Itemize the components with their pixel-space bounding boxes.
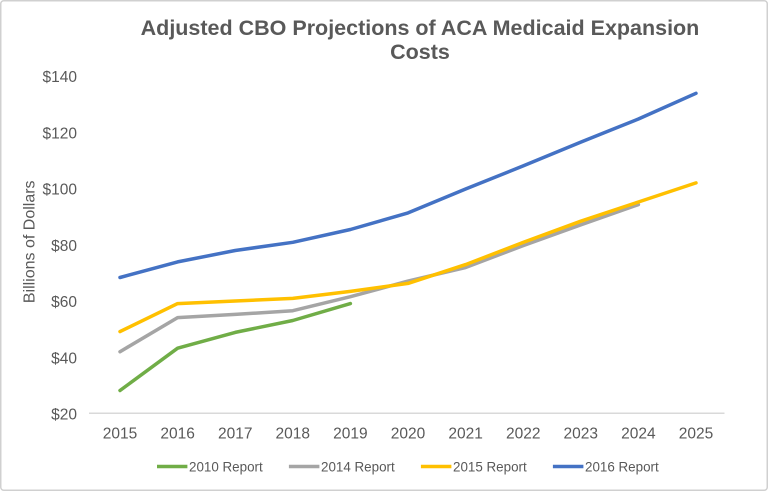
svg-text:2020: 2020 (391, 426, 426, 443)
svg-text:$40: $40 (51, 351, 77, 368)
svg-text:2016: 2016 (160, 426, 194, 443)
svg-text:Billions of Dollars: Billions of Dollars (22, 180, 39, 303)
svg-text:2019: 2019 (333, 426, 367, 443)
svg-text:2018: 2018 (276, 426, 310, 443)
svg-text:$140: $140 (43, 69, 78, 86)
svg-text:$80: $80 (51, 238, 77, 255)
svg-text:2024: 2024 (621, 426, 656, 443)
svg-text:2014 Report: 2014 Report (321, 460, 395, 475)
svg-text:$60: $60 (51, 294, 77, 311)
svg-text:2017: 2017 (218, 426, 252, 443)
svg-text:Costs: Costs (390, 40, 450, 64)
svg-text:2010 Report: 2010 Report (189, 460, 263, 475)
svg-text:2023: 2023 (564, 426, 598, 443)
svg-text:2016 Report: 2016 Report (585, 460, 659, 475)
svg-text:2022: 2022 (506, 426, 540, 443)
svg-text:2025: 2025 (679, 426, 713, 443)
svg-text:2015 Report: 2015 Report (453, 460, 527, 475)
svg-text:$100: $100 (43, 182, 78, 199)
svg-text:2021: 2021 (448, 426, 482, 443)
svg-text:$120: $120 (43, 126, 78, 143)
svg-text:$20: $20 (51, 407, 77, 424)
svg-text:2015: 2015 (103, 426, 137, 443)
svg-text:Adjusted CBO Projections of AC: Adjusted CBO Projections of ACA Medicaid… (141, 16, 700, 40)
